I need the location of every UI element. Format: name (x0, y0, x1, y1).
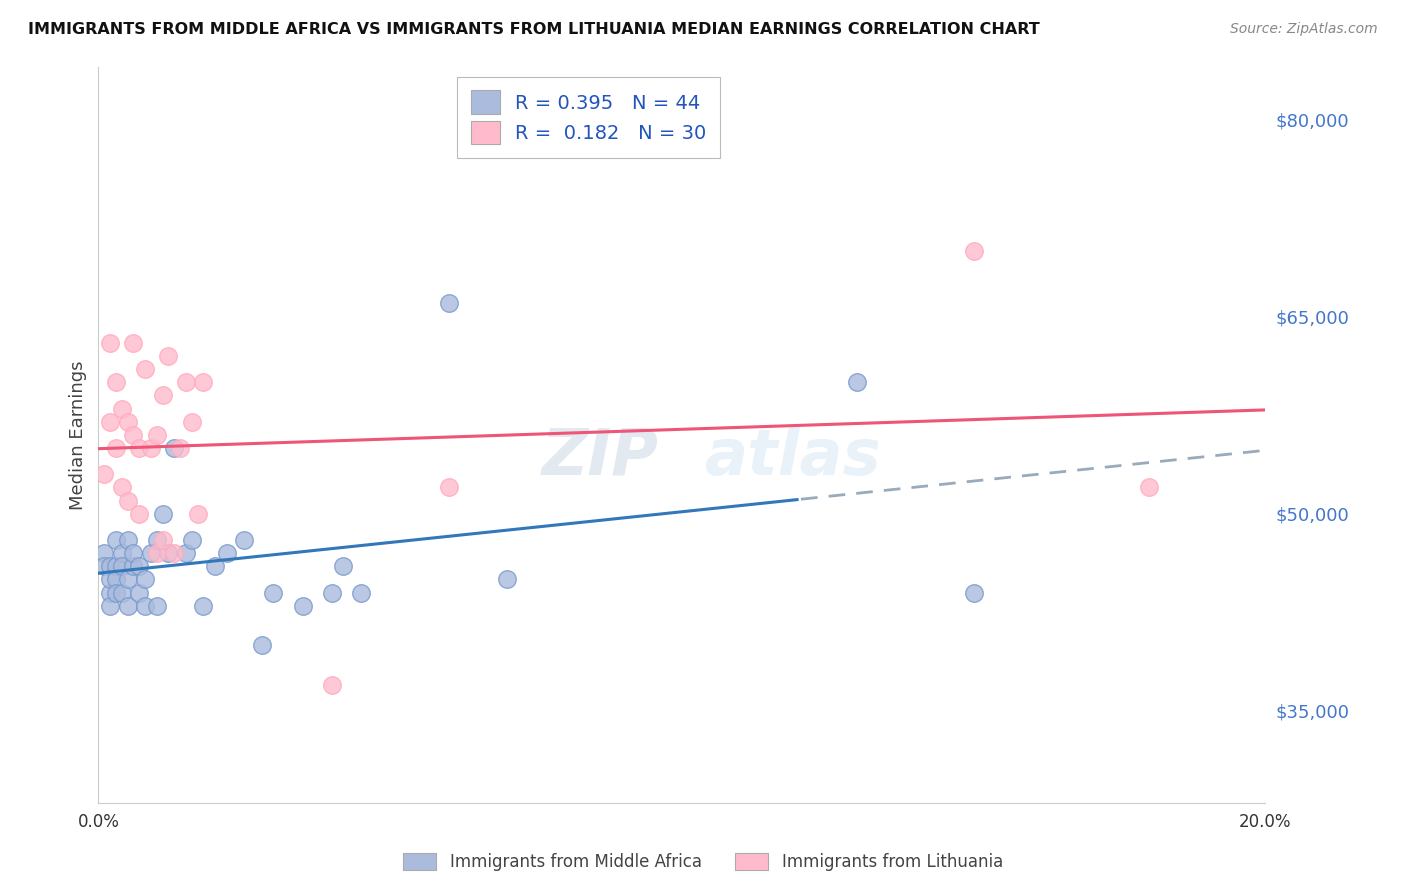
Point (117, 493, 139, 508)
Point (122, 335, 145, 350)
Point (437, 296, 460, 310)
Point (350, 585, 373, 599)
Point (98, 335, 121, 350)
Point (104, 585, 127, 599)
Point (291, 599, 314, 613)
Point (117, 415, 139, 429)
Point (117, 533, 139, 547)
Point (98, 599, 121, 613)
Point (180, 415, 202, 429)
Point (98, 559, 121, 574)
Point (193, 599, 215, 613)
Point (204, 559, 226, 574)
Point (93, 546, 115, 560)
Point (134, 362, 156, 376)
Point (332, 559, 354, 574)
Point (321, 585, 343, 599)
Legend: Immigrants from Middle Africa, Immigrants from Lithuania: Immigrants from Middle Africa, Immigrant… (395, 845, 1011, 880)
Point (122, 559, 145, 574)
Point (193, 376, 215, 390)
Point (117, 599, 139, 613)
Point (962, 585, 984, 599)
Point (111, 480, 134, 494)
Point (163, 441, 186, 455)
Point (1137, 480, 1160, 494)
Legend: R = 0.395   N = 44, R =  0.182   N = 30: R = 0.395 N = 44, R = 0.182 N = 30 (457, 77, 720, 158)
Point (233, 533, 256, 547)
Point (117, 573, 139, 587)
Point (174, 546, 197, 560)
Point (139, 441, 162, 455)
Point (139, 546, 162, 560)
Point (98, 573, 121, 587)
Text: ZIP: ZIP (541, 425, 658, 488)
Text: Source: ZipAtlas.com: Source: ZipAtlas.com (1230, 22, 1378, 37)
Point (93, 467, 115, 482)
Point (146, 546, 169, 560)
Point (111, 585, 134, 599)
Point (152, 533, 174, 547)
Point (321, 677, 343, 691)
Point (134, 599, 156, 613)
Point (128, 507, 150, 521)
Point (111, 546, 134, 560)
Point (157, 546, 180, 560)
Point (180, 533, 202, 547)
Point (262, 585, 284, 599)
Point (146, 427, 169, 442)
Point (152, 388, 174, 402)
Point (250, 638, 273, 652)
Point (111, 559, 134, 574)
Point (104, 533, 127, 547)
Point (122, 427, 145, 442)
Point (104, 573, 127, 587)
Point (174, 376, 197, 390)
Point (98, 585, 121, 599)
Point (104, 559, 127, 574)
Text: IMMIGRANTS FROM MIDDLE AFRICA VS IMMIGRANTS FROM LITHUANIA MEDIAN EARNINGS CORRE: IMMIGRANTS FROM MIDDLE AFRICA VS IMMIGRA… (28, 22, 1040, 37)
Point (104, 441, 127, 455)
Point (187, 507, 209, 521)
Point (128, 585, 150, 599)
Point (134, 573, 156, 587)
Point (104, 376, 127, 390)
Point (93, 559, 115, 574)
Point (98, 415, 121, 429)
Point (215, 546, 238, 560)
Point (128, 441, 150, 455)
Point (152, 507, 174, 521)
Point (111, 401, 134, 416)
Point (962, 244, 984, 258)
Y-axis label: Median Earnings: Median Earnings (69, 360, 87, 509)
Point (846, 376, 869, 390)
Point (146, 533, 169, 547)
Point (496, 573, 519, 587)
Point (146, 599, 169, 613)
Point (163, 546, 186, 560)
Point (437, 480, 460, 494)
Point (169, 441, 191, 455)
Point (157, 349, 180, 363)
Text: atlas: atlas (706, 425, 882, 488)
Point (122, 546, 145, 560)
Point (128, 559, 150, 574)
